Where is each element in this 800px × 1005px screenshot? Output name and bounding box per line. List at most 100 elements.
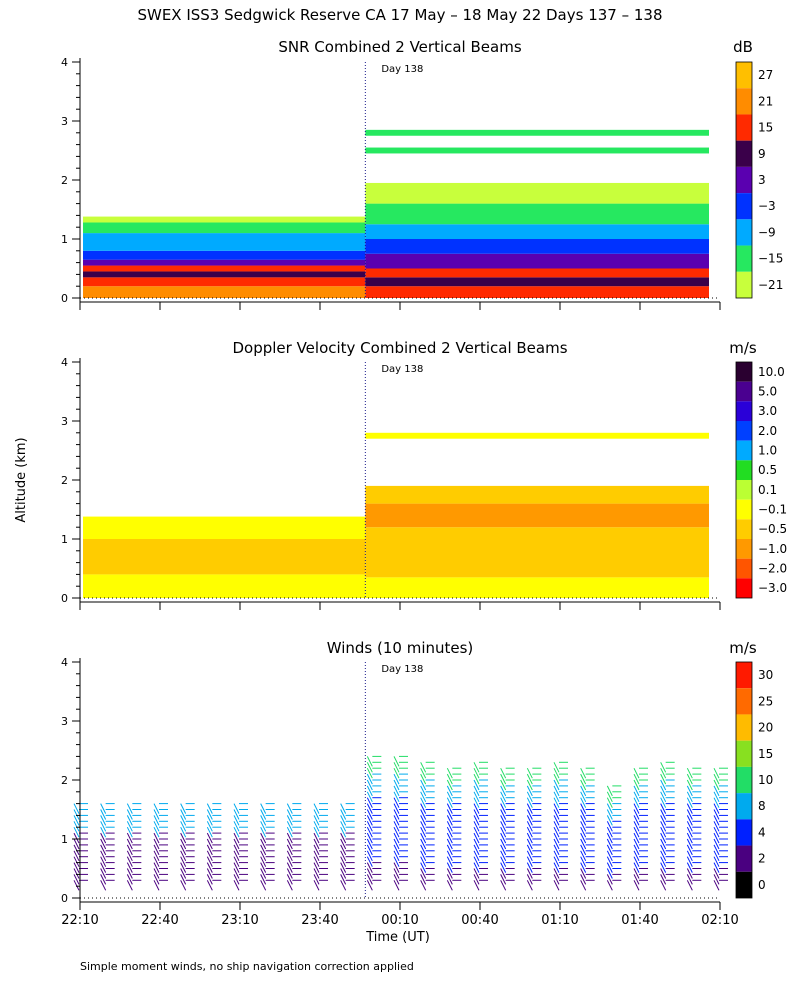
wind-barb-staff	[660, 762, 667, 773]
wind-barb-staff	[526, 803, 533, 814]
wind-barb-staff	[446, 862, 453, 873]
wind-barb-staff	[606, 821, 613, 832]
wind-barb-staff	[686, 826, 693, 838]
wind-profile-00-00	[366, 755, 382, 891]
wind-barb-staff	[553, 832, 560, 844]
wind-barb-staff	[313, 862, 320, 873]
wind-barb-staff	[633, 815, 640, 826]
wind-barb-staff	[393, 785, 400, 797]
wind-barb-staff	[686, 791, 693, 803]
wind-barb-staff	[313, 838, 320, 850]
wind-barb-staff	[126, 809, 133, 820]
snr-band-137-8	[83, 216, 366, 223]
wind-barb-staff	[526, 821, 533, 832]
wind-barb-staff	[686, 868, 693, 879]
wind-barb-staff	[500, 826, 507, 838]
wind-barb-staff	[580, 821, 587, 832]
snr-colorbar-swatch-6	[736, 219, 752, 246]
wind-barb-staff	[180, 838, 187, 850]
wind-barb-staff	[660, 850, 667, 862]
wind-barb-staff	[660, 838, 667, 850]
doppler-colorbar-swatch-5	[736, 460, 752, 480]
wind-barb-staff	[286, 826, 293, 838]
wind-barb-staff	[366, 779, 373, 791]
wind-barb-staff	[153, 821, 160, 832]
wind-barb-staff	[580, 767, 587, 779]
wind-barb-staff	[126, 838, 133, 850]
wind-barb-staff	[393, 756, 400, 767]
wind-barb-staff	[206, 821, 213, 832]
wind-barb-staff	[340, 838, 347, 850]
wind-barb-staff	[313, 868, 320, 879]
wind-barb-staff	[633, 868, 640, 879]
wind-barb-staff	[713, 838, 720, 850]
doppler-colorbar-label-0-1: −0.1	[758, 503, 787, 517]
wind-barb-staff	[713, 856, 720, 867]
snr-colorbar-swatch-8	[736, 271, 752, 298]
doppler-colorbar-swatch-9	[736, 539, 752, 559]
wind-profile-00-50	[500, 767, 515, 891]
wind-barb-staff	[286, 880, 293, 891]
wind-barb-staff	[100, 868, 107, 879]
wind-barb-staff	[233, 880, 240, 891]
wind-barb-staff	[660, 832, 667, 844]
wind-barb-staff	[260, 850, 267, 862]
wind-barb-staff	[660, 809, 667, 820]
wind-barb-staff	[206, 844, 213, 856]
wind-barb-staff	[500, 874, 507, 885]
wind-barb-staff	[446, 821, 453, 832]
snr-colorbar-label-15: 15	[758, 121, 773, 135]
wind-barb-staff	[580, 838, 587, 850]
wind-barb-staff	[446, 809, 453, 820]
wind-barb-staff	[420, 797, 427, 808]
wind-barb-staff	[633, 779, 640, 791]
wind-barb-staff	[233, 809, 240, 820]
snr-band-138-1	[365, 277, 709, 287]
wind-barb-staff	[580, 791, 587, 803]
wind-barb-staff	[286, 803, 293, 814]
doppler-colorbar-label-3-0: 3.0	[758, 404, 777, 418]
wind-barb-staff	[473, 868, 480, 879]
wind-barb-staff	[686, 874, 693, 885]
snr-y-tick-label-0: 0	[61, 292, 68, 305]
wind-barb-staff	[580, 874, 587, 885]
doppler-colorbar-label-3-0: −3.0	[758, 581, 787, 595]
wind-barb-staff	[286, 844, 293, 856]
wind-barb-staff	[286, 868, 293, 879]
wind-barb-staff	[606, 844, 613, 856]
wind-barb-staff	[420, 844, 427, 856]
wind-barb-staff	[473, 773, 480, 785]
wind-barb-staff	[500, 880, 507, 891]
wind-barb-staff	[233, 838, 240, 850]
winds-day-label: Day 138	[381, 664, 423, 675]
wind-barb-staff	[233, 868, 240, 879]
wind-barb-staff	[126, 821, 133, 832]
wind-barb-staff	[313, 815, 320, 826]
wind-barb-staff	[180, 850, 187, 862]
wind-barb-staff	[553, 868, 560, 879]
wind-profile-00-40	[473, 761, 488, 891]
wind-barb-staff	[366, 868, 373, 879]
doppler-colorbar-label-0-1: 0.1	[758, 483, 777, 497]
wind-barb-staff	[206, 803, 213, 814]
wind-barb-staff	[420, 803, 427, 814]
doppler-colorbar-swatch-8	[736, 519, 752, 539]
snr-colorbar-label-21: −21	[758, 278, 783, 292]
wind-barb-staff	[153, 838, 160, 850]
wind-barb-staff	[420, 767, 427, 779]
wind-barb-staff	[73, 803, 80, 814]
wind-barb-staff	[446, 874, 453, 885]
wind-barb-staff	[446, 868, 453, 879]
wind-barb-staff	[393, 880, 400, 891]
wind-barb-staff	[713, 767, 720, 779]
wind-barb-staff	[73, 850, 80, 862]
wind-barb-staff	[606, 862, 613, 873]
x-tick-label-01-10: 01:10	[541, 913, 578, 928]
snr-colorbar-label-3: −3	[758, 199, 776, 213]
wind-barb-staff	[633, 856, 640, 867]
snr-band-138-3	[365, 253, 709, 269]
wind-barb-staff	[233, 850, 240, 862]
wind-barb-staff	[686, 785, 693, 797]
winds-colorbar-label-30: 30	[758, 668, 773, 682]
wind-barb-staff	[420, 874, 427, 885]
